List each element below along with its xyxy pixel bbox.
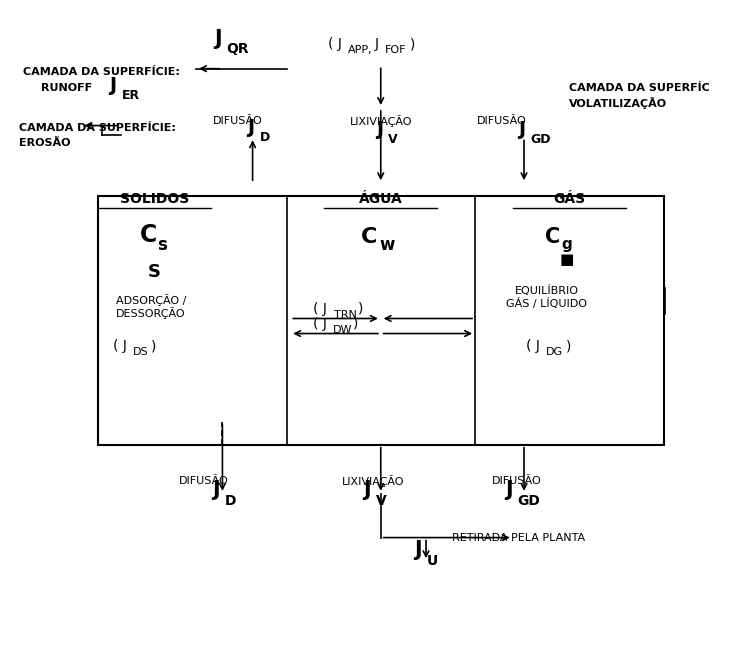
Text: QR: QR bbox=[226, 43, 249, 56]
Text: $\mathbf{g}$: $\mathbf{g}$ bbox=[561, 238, 572, 254]
Text: $\mathbf{s}$: $\mathbf{s}$ bbox=[157, 235, 168, 254]
Text: $\mathbf{J}$: $\mathbf{J}$ bbox=[504, 478, 513, 502]
Text: ( J: ( J bbox=[526, 339, 540, 353]
Text: EROSÃO: EROSÃO bbox=[19, 137, 70, 148]
Text: DESSORÇÃO: DESSORÇÃO bbox=[116, 307, 185, 319]
Text: VOLATILIZAÇÃO: VOLATILIZAÇÃO bbox=[569, 97, 667, 109]
Text: D: D bbox=[225, 494, 236, 508]
Text: ( J: ( J bbox=[313, 317, 326, 331]
Text: DIFUSÃO: DIFUSÃO bbox=[477, 116, 526, 126]
Text: APP,: APP, bbox=[348, 45, 373, 55]
Text: CAMADA DA SUPERFÍC: CAMADA DA SUPERFÍC bbox=[569, 83, 710, 94]
Text: DS: DS bbox=[133, 347, 149, 357]
Text: SOLIDOS: SOLIDOS bbox=[120, 192, 189, 206]
Text: DIFUSÃO: DIFUSÃO bbox=[492, 475, 541, 486]
Text: $\mathbf{J}$: $\mathbf{J}$ bbox=[211, 478, 220, 502]
Text: GD: GD bbox=[531, 133, 551, 146]
Text: RETIRADA PELA PLANTA: RETIRADA PELA PLANTA bbox=[452, 532, 586, 543]
Text: ( J: ( J bbox=[328, 37, 342, 51]
Text: $\mathbf{J}$: $\mathbf{J}$ bbox=[213, 27, 222, 51]
Text: $\mathbf{J}$: $\mathbf{J}$ bbox=[517, 119, 526, 141]
Text: ÁGUA: ÁGUA bbox=[359, 192, 403, 206]
Text: $\mathbf{J}$: $\mathbf{J}$ bbox=[413, 538, 422, 562]
Text: ( J: ( J bbox=[313, 302, 326, 316]
Text: $\mathbf{J}$: $\mathbf{J}$ bbox=[375, 119, 383, 141]
Text: CAMADA DA SUPERFÍCIE:: CAMADA DA SUPERFÍCIE: bbox=[19, 122, 176, 133]
Text: DW: DW bbox=[333, 325, 352, 335]
Text: U: U bbox=[427, 554, 438, 568]
Text: $\mathbf{C}$: $\mathbf{C}$ bbox=[139, 222, 157, 247]
Text: LIXIVIAÇÃO: LIXIVIAÇÃO bbox=[350, 115, 412, 127]
Text: DIFUSÃO: DIFUSÃO bbox=[179, 475, 228, 486]
Text: $\mathbf{J}$: $\mathbf{J}$ bbox=[362, 478, 371, 502]
Text: $\mathbf{C}$: $\mathbf{C}$ bbox=[360, 226, 377, 247]
Text: FOF: FOF bbox=[385, 45, 406, 55]
Text: ■: ■ bbox=[559, 252, 574, 267]
Text: TRN: TRN bbox=[334, 310, 357, 320]
Text: ADSORÇÃO /: ADSORÇÃO / bbox=[115, 294, 186, 306]
Text: ): ) bbox=[353, 317, 358, 331]
Text: J: J bbox=[375, 37, 379, 51]
Text: V: V bbox=[375, 494, 386, 508]
Text: GÁS: GÁS bbox=[553, 192, 585, 206]
Bar bbox=[98, 196, 664, 445]
Text: GD: GD bbox=[517, 494, 540, 508]
Text: GÁS / LÍQUIDO: GÁS / LÍQUIDO bbox=[506, 298, 587, 309]
Text: LIXIVIAÇÃO: LIXIVIAÇÃO bbox=[342, 475, 404, 487]
Text: $\mathbf{J}$: $\mathbf{J}$ bbox=[108, 75, 116, 97]
Text: ): ) bbox=[358, 302, 363, 316]
Text: RUNOFF: RUNOFF bbox=[41, 83, 93, 94]
Text: D: D bbox=[259, 131, 270, 144]
Text: CAMADA DA SUPERFÍCIE:: CAMADA DA SUPERFÍCIE: bbox=[23, 67, 179, 77]
Text: $\mathbf{w}$: $\mathbf{w}$ bbox=[379, 235, 395, 254]
Text: ): ) bbox=[151, 339, 156, 353]
Text: $\mathbf{J}$: $\mathbf{J}$ bbox=[246, 116, 254, 139]
Text: S: S bbox=[148, 262, 161, 281]
Text: V: V bbox=[388, 133, 398, 146]
Text: ): ) bbox=[409, 37, 415, 51]
Text: ): ) bbox=[566, 339, 571, 353]
Text: ( J: ( J bbox=[113, 339, 127, 353]
Text: DG: DG bbox=[546, 347, 563, 357]
Text: DIFUSÃO: DIFUSÃO bbox=[213, 116, 262, 126]
Text: ER: ER bbox=[121, 89, 139, 102]
Text: EQUILÍBRIO: EQUILÍBRIO bbox=[515, 284, 578, 296]
Text: $\mathbf{C}$: $\mathbf{C}$ bbox=[544, 226, 560, 247]
